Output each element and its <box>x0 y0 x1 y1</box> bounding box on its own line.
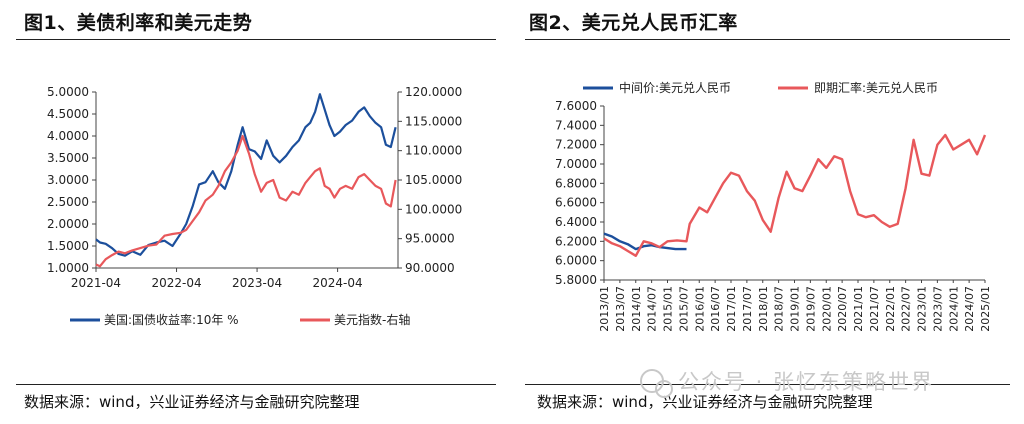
wechat-icon <box>640 369 664 393</box>
chart-1-right-tick-label: 115.0000 <box>405 114 462 128</box>
chart-2-y-tick-label: 7.4000 <box>555 118 597 132</box>
chart-1-left-tick-label: 4.0000 <box>47 129 89 143</box>
chart-2-spot-rate-line <box>603 133 987 258</box>
watermark: 公众号 · 张忆东策略世界 <box>640 369 934 398</box>
chart-1-top-rule <box>16 39 496 40</box>
chart-1-right-tick-label: 120.0000 <box>405 85 462 99</box>
chart-1-left-tick-label: 1.0000 <box>47 261 89 275</box>
chart-2-legend-label-parity: 中间价:美元兑人民币 <box>619 80 731 95</box>
chart-2-x-tick-label: 2024/01 <box>947 286 960 332</box>
chart-1-x-tick-label: 2024-04 <box>313 276 363 290</box>
chart-1-left-tick-label: 5.0000 <box>47 85 89 99</box>
chart-2-x-tick-label: 2016/07 <box>709 286 722 332</box>
chart-2-x-tick-label: 2022/07 <box>900 286 913 332</box>
chart-1-source: 数据来源：wind，兴业证券经济与金融研究院整理 <box>24 393 360 411</box>
chart-2-x-tick-label: 2014/07 <box>646 286 659 332</box>
chart-1-legend-label-dxy: 美元指数-右轴 <box>334 312 410 327</box>
chart-1-x-tick-label: 2023-04 <box>232 276 282 290</box>
chart-1-right-tick-label: 100.0000 <box>405 202 462 216</box>
chart-2-x-tick-label: 2019/01 <box>789 286 802 332</box>
chart-2-x-tick-label: 2014/01 <box>630 286 643 332</box>
chart-1-x-tick-label: 2021-04 <box>71 276 121 290</box>
chart-2-y-tick-label: 7.6000 <box>555 99 597 113</box>
chart-2-plot: 5.8000 6.0000 6.2000 6.4000 6.6000 6.8000 7.00… <box>555 80 992 332</box>
chart-2-x-tick-label: 2025/01 <box>979 286 992 332</box>
chart-1-bottom-rule <box>16 384 496 385</box>
chart-2-x-tick-label: 2023/07 <box>931 286 944 332</box>
chart-2-top-rule <box>525 39 1010 40</box>
chart-2-legend-label-spot: 即期汇率:美元兑人民币 <box>814 80 938 95</box>
chart-2-x-tick-label: 2023/01 <box>916 286 929 332</box>
chart-2-x-tick-label: 2015/01 <box>662 286 675 332</box>
chart-1-plot: 1.0000 1.5000 2.0000 2.5000 3.0000 3.5000 4.00… <box>47 85 462 327</box>
chart-1-yield-line <box>95 93 397 257</box>
chart-1-left-tick-label: 4.5000 <box>47 107 89 121</box>
chart-2-bottom-rule <box>525 384 1010 385</box>
chart-1-x-tick-label: 2022-04 <box>151 276 201 290</box>
chart-2-x-tick-label: 2018/07 <box>773 286 786 332</box>
chart-1-left-tick-label: 1.5000 <box>47 239 89 253</box>
chart-1-title: 图1、美债利率和美元走势 <box>24 12 253 34</box>
chart-1-dxy-line <box>95 134 397 268</box>
chart-1-left-tick-label: 2.5000 <box>47 195 89 209</box>
chart-1-right-tick-label: 105.0000 <box>405 173 462 187</box>
chart-2-x-tick-label: 2020/07 <box>836 286 849 332</box>
chart-2-x-tick-label: 2017/07 <box>741 286 754 332</box>
chart-2-x-tick-label: 2013/01 <box>598 286 611 332</box>
chart-1-left-tick-label: 2.0000 <box>47 217 89 231</box>
chart-1-right-tick-label: 110.0000 <box>405 144 462 158</box>
chart-1-right-tick-label: 90.0000 <box>405 261 455 275</box>
chart-2-y-tick-label: 6.0000 <box>555 254 597 268</box>
chart-2-y-tick-label: 7.0000 <box>555 157 597 171</box>
chart-2-y-tick-label: 7.2000 <box>555 138 597 152</box>
chart-2-x-tick-label: 2018/01 <box>757 286 770 332</box>
chart-2-x-tick-label: 2020/01 <box>820 286 833 332</box>
chart-2-central-parity-line <box>603 232 687 251</box>
chart-2-x-tick-label: 2021/01 <box>852 286 865 332</box>
chart-2-x-tick-label: 2021/07 <box>868 286 881 332</box>
chart-1-right-tick-label: 95.0000 <box>405 232 455 246</box>
wechat-icon-bubble <box>655 380 673 398</box>
chart-2-source: 数据来源：wind，兴业证券经济与金融研究院整理 <box>537 393 873 411</box>
watermark-text: 公众号 · 张忆东策略世界 <box>678 370 934 394</box>
chart-2-x-tick-label: 2017/01 <box>725 286 738 332</box>
chart-2-title: 图2、美元兑人民币汇率 <box>529 12 738 34</box>
chart-1-legend-label-yield: 美国:国债收益率:10年 % <box>104 312 239 327</box>
chart-2-y-tick-label: 6.8000 <box>555 176 597 190</box>
chart-2-x-tick-label: 2019/07 <box>804 286 817 332</box>
chart-1-left-tick-label: 3.0000 <box>47 173 89 187</box>
chart-1-left-tick-label: 3.5000 <box>47 151 89 165</box>
chart-2-x-tick-label: 2016/01 <box>693 286 706 332</box>
chart-2-x-tick-label: 2024/07 <box>963 286 976 332</box>
chart-2-x-tick-label: 2013/07 <box>614 286 627 332</box>
chart-2-x-tick-label: 2022/01 <box>884 286 897 332</box>
chart-2-y-tick-label: 5.8000 <box>555 273 597 287</box>
chart-2-y-tick-label: 6.2000 <box>555 234 597 248</box>
chart-2-y-tick-label: 6.6000 <box>555 196 597 210</box>
chart-2-y-tick-label: 6.4000 <box>555 215 597 229</box>
chart-2-x-tick-label: 2015/07 <box>677 286 690 332</box>
